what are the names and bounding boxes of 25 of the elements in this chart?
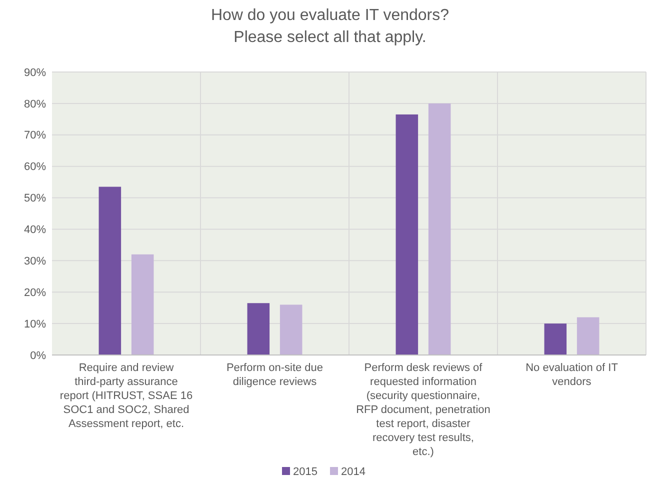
legend-label: 2014 [341, 466, 366, 478]
bar [576, 317, 600, 355]
y-tick-label: 70% [24, 130, 46, 142]
bar [396, 114, 418, 355]
bar [98, 186, 122, 355]
x-tick-label: Perform on-site due diligence reviews [226, 362, 324, 388]
x-tick-label: Perform desk reviews of requested information (security questionnaire, RFP document, penetration test report, disaster recovery test results, etc.) [356, 362, 490, 458]
y-tick-label: 0% [30, 350, 46, 362]
legend-label: 2015 [293, 466, 318, 478]
bar [280, 304, 302, 355]
y-tick-label: 80% [24, 98, 46, 110]
y-tick-label: 90% [24, 66, 46, 79]
bar [428, 103, 451, 355]
y-tick-label: 30% [24, 256, 46, 268]
bar [247, 303, 270, 355]
y-tick-label: 10% [24, 318, 46, 330]
y-tick-label: 20% [24, 286, 46, 299]
chart-title: How do you evaluate IT vendors? Please select all that apply. [210, 7, 450, 46]
x-tick-label: No evaluation of IT vendors [526, 362, 618, 388]
y-tick-label: 60% [24, 161, 46, 174]
bar [544, 324, 567, 355]
x-tick-label: Require and review third-party assurance report (HITRUST, SSAE 16 SOC1 and SOC2, Shared Assessment report, etc. [60, 362, 193, 430]
y-tick-label: 40% [24, 224, 46, 236]
y-tick-label: 50% [24, 192, 46, 205]
bar [131, 254, 154, 355]
